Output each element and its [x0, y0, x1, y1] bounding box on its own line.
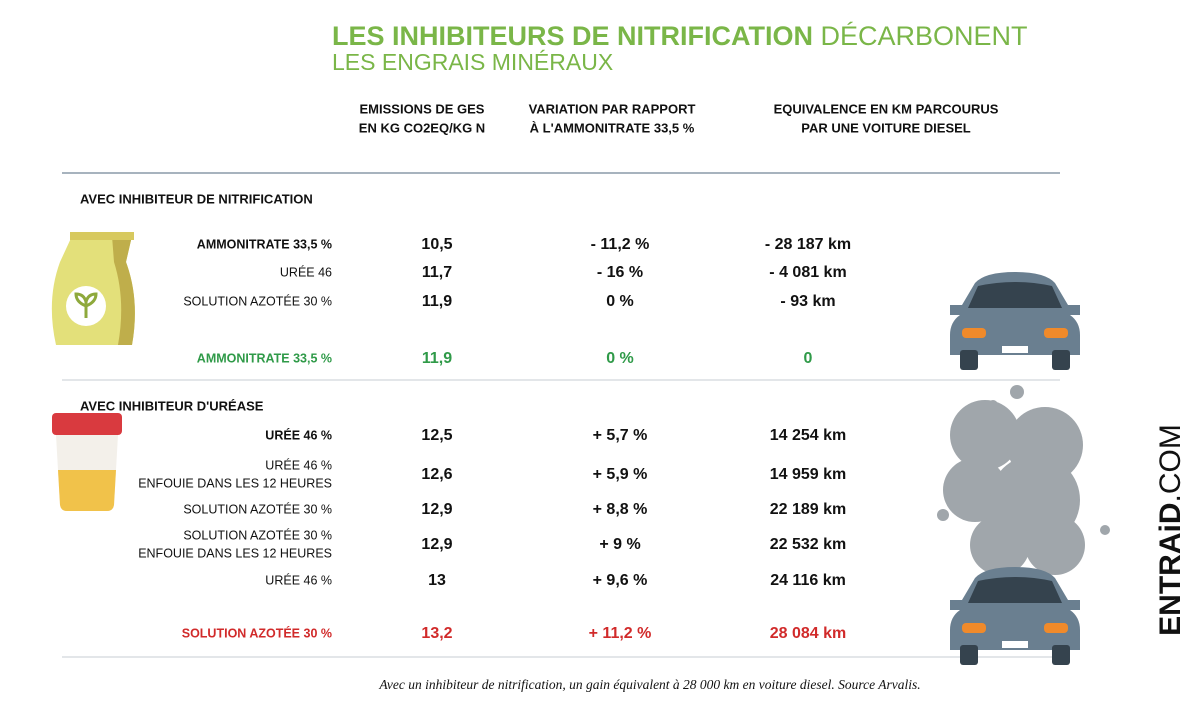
cell-value: 22 532 km — [770, 536, 847, 553]
brand: ENTRAiD.COM — [1154, 424, 1187, 636]
row-label: AMMONITRATE 33,5 % — [197, 237, 332, 251]
car-icon — [950, 272, 1080, 370]
row-label: SOLUTION AZOTÉE 30 % — [183, 501, 332, 516]
cell-value: - 93 km — [780, 293, 835, 310]
cell-value: + 5,9 % — [593, 466, 648, 483]
row-label: URÉE 46 % — [265, 457, 332, 472]
cell-value: - 11,2 % — [591, 236, 650, 253]
column-header: EQUIVALENCE EN KM PARCOURUS — [774, 101, 999, 116]
column-header: À L'AMMONITRATE 33,5 % — [530, 120, 695, 135]
cell-value: 14 254 km — [770, 427, 847, 444]
car-icon — [950, 567, 1080, 665]
caption: Avec un inhibiteur de nitrification, un … — [378, 677, 920, 692]
cell-value: 10,5 — [421, 236, 452, 253]
title-bold: LES INHIBITEURS DE NITRIFICATION — [332, 21, 813, 51]
cell-value: + 9,6 % — [593, 572, 648, 589]
column-header: PAR UNE VOITURE DIESEL — [801, 120, 971, 135]
cell-value: 12,9 — [421, 501, 452, 518]
cell-value: 11,7 — [422, 264, 452, 281]
cell-value: 22 189 km — [770, 501, 847, 518]
row-label: SOLUTION AZOTÉE 30 % — [183, 527, 332, 542]
cell-value: 11,9 — [422, 293, 452, 310]
column-header: VARIATION PAR RAPPORT — [529, 101, 696, 116]
cell-value: + 11,2 % — [589, 625, 652, 642]
section-title: AVEC INHIBITEUR DE NITRIFICATION — [80, 191, 313, 206]
row-label: ENFOUIE DANS LES 12 HEURES — [138, 476, 332, 490]
row-label: SOLUTION AZOTÉE 30 % — [182, 625, 332, 640]
row-label: URÉE 46 % — [265, 572, 332, 587]
cell-value: + 8,8 % — [593, 501, 648, 518]
cell-value: 14 959 km — [770, 466, 847, 483]
title-light: DÉCARBONENT — [821, 21, 1028, 51]
cell-value: 24 116 km — [770, 572, 846, 589]
cell-value: 12,6 — [421, 466, 452, 483]
cell-value: 0 % — [606, 350, 634, 367]
cell-value: 11,9 — [422, 350, 452, 367]
cell-value: 13 — [428, 572, 446, 589]
cell-value: + 9 % — [599, 536, 640, 553]
cell-value: 28 084 km — [770, 625, 847, 642]
row-label: ENFOUIE DANS LES 12 HEURES — [138, 546, 332, 560]
column-header: EN KG CO2EQ/KG N — [359, 120, 485, 135]
row-label: AMMONITRATE 33,5 % — [197, 351, 332, 365]
brand-bold: ENTRAiD — [1154, 502, 1187, 635]
fertilizer-bag-icon — [51, 232, 135, 345]
cell-value: 12,5 — [421, 427, 452, 444]
brand-light: .COM — [1154, 424, 1187, 502]
row-label: URÉE 46 — [280, 264, 332, 279]
cell-value: 0 % — [606, 293, 634, 310]
cell-value: - 28 187 km — [765, 236, 851, 253]
section-title: AVEC INHIBITEUR D'URÉASE — [80, 398, 264, 413]
cell-value: 0 — [804, 350, 813, 367]
container-icon — [52, 413, 122, 511]
cell-value: + 5,7 % — [593, 427, 648, 444]
column-header: EMISSIONS DE GES — [360, 101, 485, 116]
cell-value: - 16 % — [597, 264, 643, 281]
title: LES INHIBITEURS DE NITRIFICATION DÉCARBO… — [332, 21, 1028, 51]
row-label: SOLUTION AZOTÉE 30 % — [183, 293, 332, 308]
smoke-icon — [937, 385, 1110, 575]
title-line2: LES ENGRAIS MINÉRAUX — [332, 49, 613, 75]
cell-value: - 4 081 km — [769, 264, 846, 281]
cell-value: 13,2 — [421, 625, 452, 642]
row-label: URÉE 46 % — [265, 427, 332, 442]
cell-value: 12,9 — [421, 536, 452, 553]
